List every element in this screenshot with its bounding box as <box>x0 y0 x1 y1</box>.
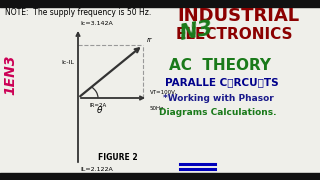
Text: NOTE:  The supply frequency is 50 Hz.: NOTE: The supply frequency is 50 Hz. <box>5 8 151 17</box>
Text: VT=100V,: VT=100V, <box>150 90 178 95</box>
Text: INDUSTRIAL: INDUSTRIAL <box>177 7 299 25</box>
Text: IR=2A: IR=2A <box>90 103 107 108</box>
Text: *Working with Phasor: *Working with Phasor <box>163 94 273 103</box>
Text: N3: N3 <box>178 18 215 44</box>
Text: PARALLE CጥRCUጥTS: PARALLE CጥRCUጥTS <box>165 77 279 87</box>
Text: θ: θ <box>97 106 103 115</box>
Text: AC  THEORY: AC THEORY <box>169 58 271 73</box>
Text: Diagrams Calculations.: Diagrams Calculations. <box>159 108 277 117</box>
Text: 1EN3: 1EN3 <box>3 55 17 95</box>
Text: Ic=3.142A: Ic=3.142A <box>80 21 113 26</box>
Text: 50Hz: 50Hz <box>150 106 164 111</box>
Text: IT: IT <box>147 38 153 43</box>
Text: IL=2.122A: IL=2.122A <box>80 167 113 172</box>
Text: Ic-IL: Ic-IL <box>61 60 74 66</box>
Text: ELECTRONICS: ELECTRONICS <box>175 27 293 42</box>
Text: FIGURE 2: FIGURE 2 <box>98 154 138 163</box>
